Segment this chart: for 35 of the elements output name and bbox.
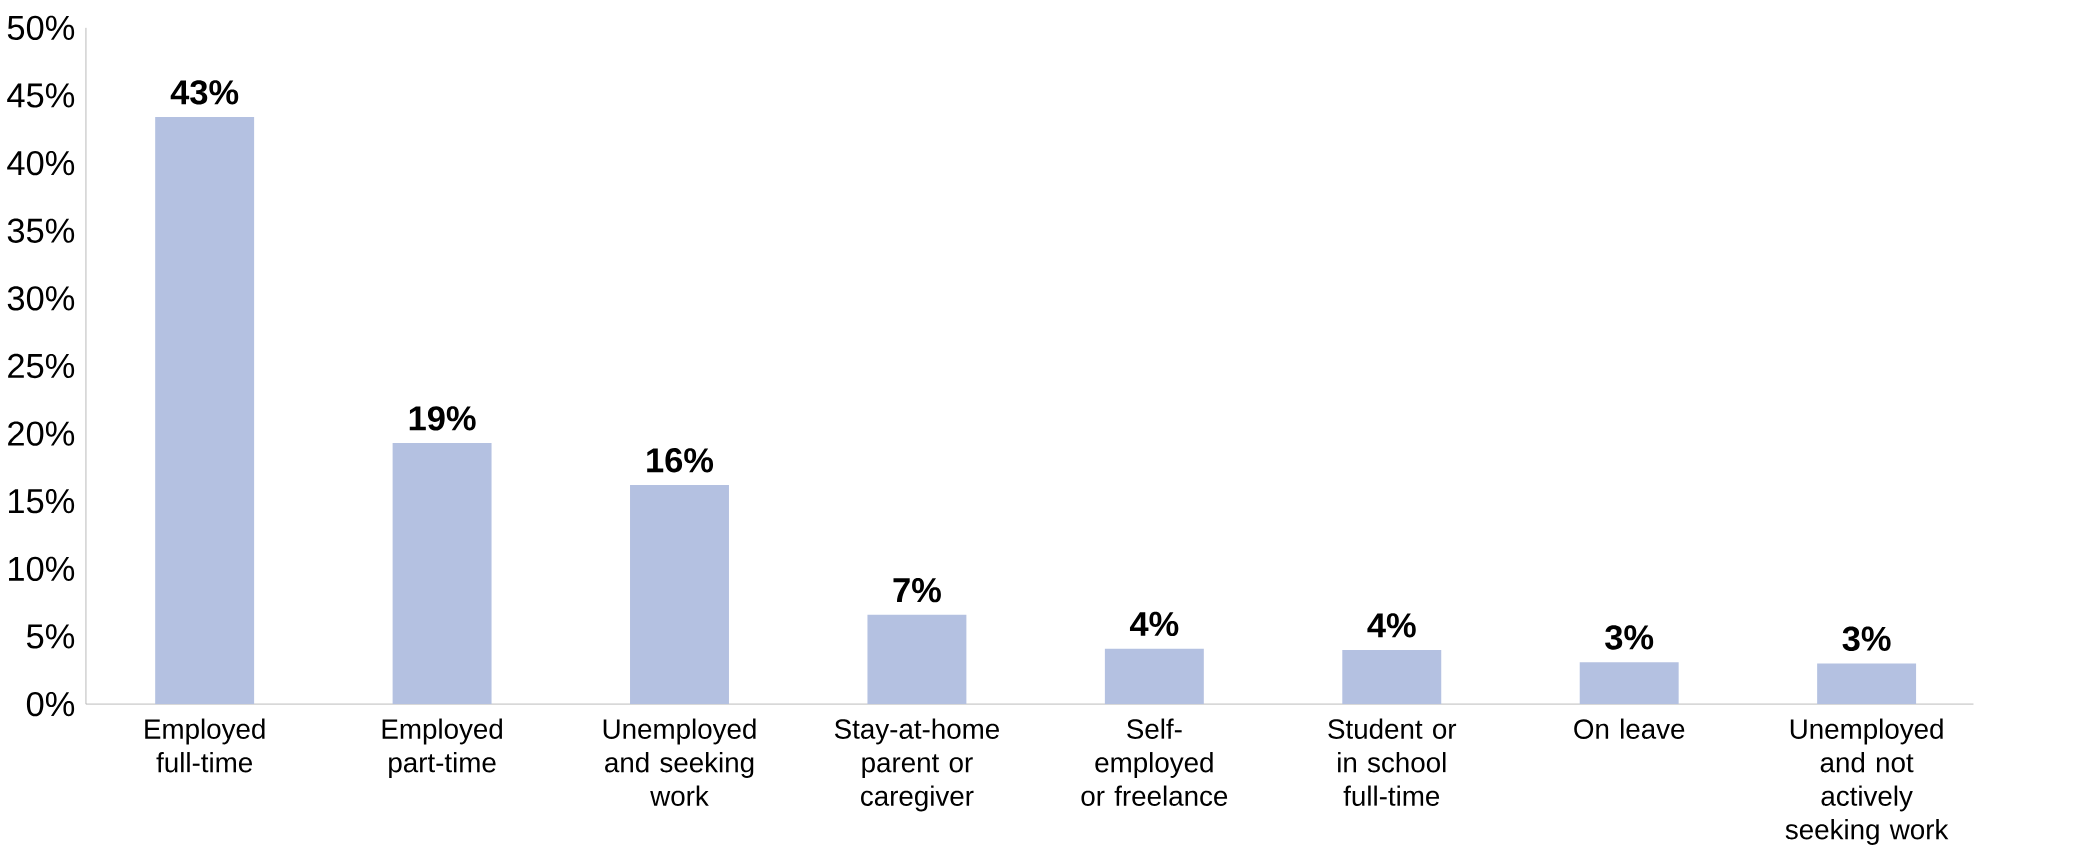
data-label: 16%: [647, 447, 714, 473]
y-tick-label: 30%: [7, 286, 75, 311]
y-tick-label: 0%: [26, 691, 75, 717]
bar: [867, 614, 967, 704]
y-tick-label: 40%: [7, 150, 75, 176]
y-tick-label: 45%: [7, 83, 75, 108]
y-tick-label: 20%: [8, 421, 75, 446]
y-tick-label: 25%: [8, 353, 75, 379]
data-label: 7%: [893, 577, 941, 603]
data-label: 43%: [170, 80, 239, 105]
bar: [630, 484, 729, 704]
x-tick-label: Unemployed and seeking work: [603, 718, 756, 806]
x-tick-label: Stay-at-home parent or caregiver: [834, 718, 999, 812]
data-label: 4%: [1129, 611, 1179, 636]
bar: [392, 442, 492, 704]
bar: [1579, 662, 1679, 704]
bar: [1817, 663, 1917, 704]
x-tick-label: Unemployed and not actively seeking work: [1785, 718, 1949, 845]
x-tick-label: Employed full-time: [145, 718, 265, 773]
y-tick-label: 10%: [9, 556, 75, 581]
y-tick-label: 50%: [7, 15, 75, 40]
y-tick-label: 15%: [9, 488, 75, 514]
data-label: 3%: [1842, 626, 1891, 651]
data-label: 4%: [1367, 613, 1416, 638]
x-tick-label: Student or in school full-time: [1328, 718, 1457, 806]
y-tick-label: 35%: [7, 218, 75, 243]
x-tick-label: Employed part-time: [382, 718, 502, 778]
y-tick-label: 5%: [26, 624, 75, 649]
bar: [1104, 648, 1204, 704]
data-label: 19%: [409, 406, 476, 431]
x-tick-label: Self-employed or freelance: [1081, 718, 1228, 806]
x-tick-label: On leave: [1574, 718, 1685, 739]
bar: [1342, 649, 1442, 704]
bar: [155, 117, 255, 704]
data-label: 3%: [1605, 625, 1654, 650]
